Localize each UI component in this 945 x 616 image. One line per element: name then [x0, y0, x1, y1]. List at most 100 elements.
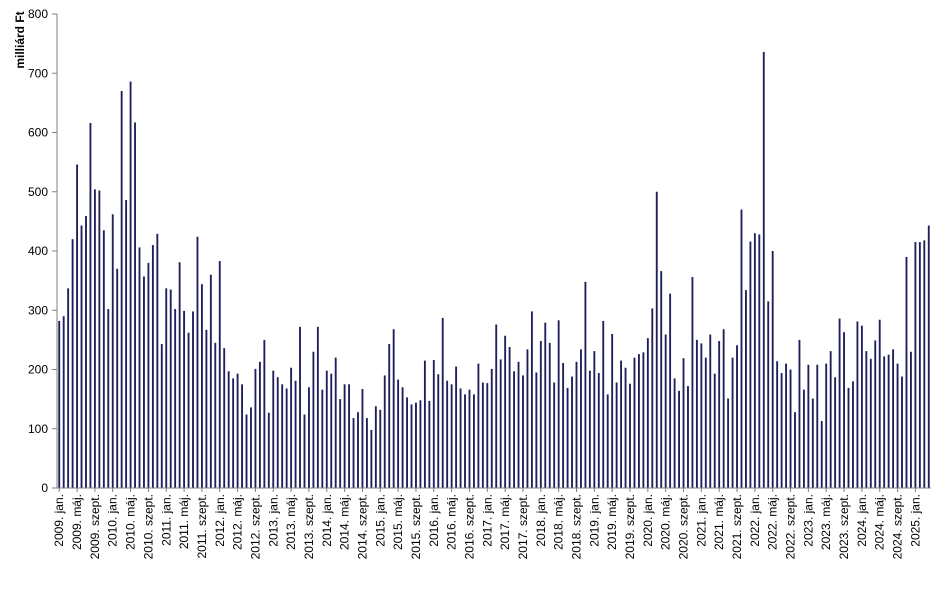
bar [294, 380, 297, 488]
bar [678, 390, 680, 488]
x-tick-label: 2011. szept. [195, 494, 209, 559]
bar [361, 389, 364, 488]
bar [637, 354, 640, 488]
bar [749, 241, 752, 488]
bar [134, 122, 136, 489]
bar [874, 340, 877, 488]
bar [499, 359, 502, 488]
bar [254, 368, 257, 488]
bar [887, 354, 890, 488]
bar [174, 309, 177, 488]
bar [727, 398, 730, 488]
bar [441, 317, 444, 488]
y-tick-label: 300 [28, 303, 48, 317]
x-tick-label: 2021. jan. [694, 494, 708, 547]
x-tick-label: 2013. jan. [266, 494, 280, 547]
bar [682, 358, 685, 488]
bar [169, 289, 172, 488]
y-tick-label: 400 [28, 244, 48, 258]
bar [151, 245, 154, 488]
y-tick-label: 700 [28, 66, 48, 80]
bar [927, 225, 930, 488]
bar [308, 387, 310, 488]
bar [236, 373, 239, 488]
bar [580, 349, 582, 488]
bar [611, 333, 614, 488]
x-tick-label: 2019. máj. [605, 494, 619, 550]
x-tick-label: 2012. máj. [231, 494, 245, 550]
bar [111, 214, 114, 488]
x-tick-label: 2014. máj. [338, 494, 352, 550]
bar [214, 342, 217, 488]
bar [379, 409, 382, 488]
bar [125, 200, 128, 489]
bar [860, 325, 863, 488]
bar [98, 190, 101, 488]
bar [80, 225, 83, 488]
bar [892, 349, 895, 488]
x-tick-label: 2016. máj. [445, 494, 459, 550]
bar [508, 346, 511, 488]
bar [883, 356, 886, 488]
x-tick-label: 2022. szept. [784, 494, 798, 559]
bar [753, 233, 756, 488]
bar [513, 371, 515, 488]
bar [651, 308, 654, 488]
bar [700, 343, 703, 488]
x-tick-label: 2017. szept. [516, 494, 530, 559]
bar [241, 384, 243, 488]
x-tick-label: 2019. jan. [587, 494, 601, 547]
x-tick-label: 2023. máj. [819, 494, 833, 550]
bar [807, 364, 810, 488]
bar [263, 339, 266, 489]
bar [776, 361, 779, 488]
x-tick-label: 2010. szept. [141, 494, 155, 559]
bar [116, 268, 119, 488]
bar [709, 334, 712, 488]
bar [89, 123, 92, 489]
bar [624, 367, 627, 488]
bar [669, 293, 672, 488]
bar [423, 360, 426, 488]
bar [85, 216, 87, 489]
bar [410, 404, 413, 488]
bar [209, 274, 212, 488]
bar [852, 381, 854, 488]
bar [539, 341, 542, 488]
bar [633, 357, 636, 488]
bar [789, 369, 792, 488]
bar [878, 319, 881, 488]
bar [303, 414, 306, 488]
bar [330, 373, 333, 488]
bar [918, 242, 921, 488]
bar [731, 357, 734, 488]
bar [281, 384, 284, 488]
bar [200, 284, 203, 488]
y-axis-title: milliárd Ft [13, 11, 27, 68]
bar [290, 367, 293, 488]
bar [664, 334, 667, 488]
bar [388, 344, 391, 488]
bar [76, 164, 78, 488]
x-tick-label: 2016. szept. [462, 494, 476, 559]
bar [758, 234, 761, 488]
bar [178, 262, 181, 488]
bar [187, 332, 190, 488]
bar [352, 418, 355, 488]
x-tick-label: 2023. jan. [801, 494, 815, 547]
bar [374, 406, 377, 488]
bar [767, 301, 770, 488]
bar [798, 339, 801, 489]
bar [312, 351, 315, 488]
bar [838, 318, 841, 488]
bar [762, 51, 765, 489]
bar [272, 370, 275, 488]
x-tick-label: 2009. szept. [88, 494, 102, 559]
bar [339, 399, 342, 489]
bar [794, 412, 796, 488]
x-tick-label: 2014. jan. [320, 494, 334, 547]
bar [343, 384, 346, 488]
bar [334, 357, 337, 488]
bar [869, 358, 872, 488]
bar [615, 382, 618, 488]
